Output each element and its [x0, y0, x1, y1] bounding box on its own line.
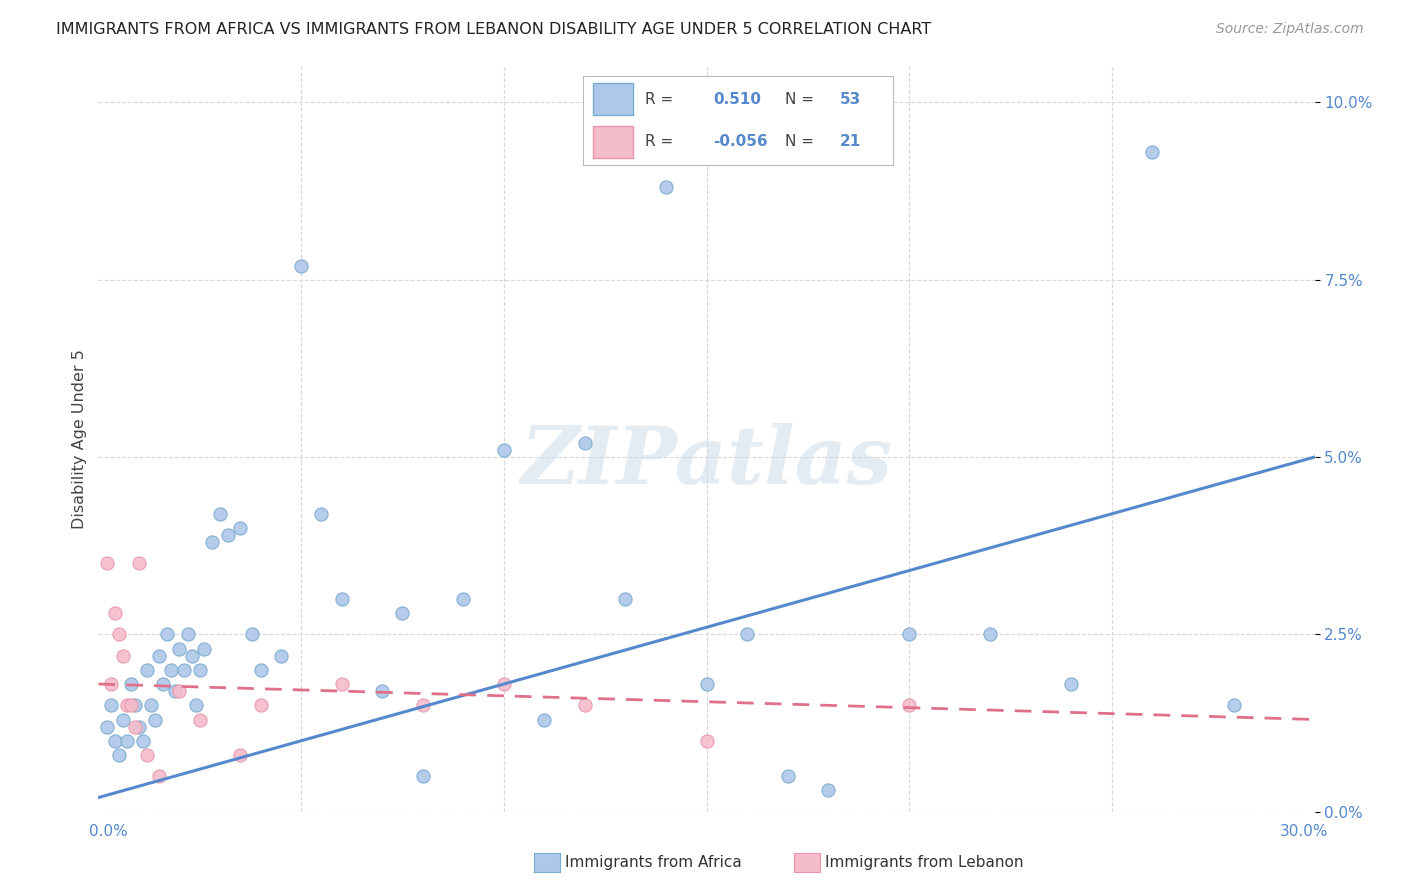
Point	[249, 663, 271, 677]
Text: Source: ZipAtlas.com: Source: ZipAtlas.com	[1216, 22, 1364, 37]
Point	[898, 627, 921, 641]
Point	[120, 677, 142, 691]
Point	[111, 648, 134, 663]
Text: N =: N =	[785, 135, 814, 149]
Point	[128, 720, 150, 734]
Text: N =: N =	[785, 92, 814, 106]
Point	[574, 435, 596, 450]
Text: Immigrants from Lebanon: Immigrants from Lebanon	[825, 855, 1024, 870]
Point	[136, 663, 159, 677]
Point	[180, 648, 202, 663]
Point	[156, 627, 179, 641]
Point	[100, 698, 122, 713]
Point	[104, 606, 127, 620]
Point	[143, 713, 166, 727]
Point	[391, 606, 413, 620]
Point	[1142, 145, 1164, 159]
Point	[249, 698, 271, 713]
Point	[128, 557, 150, 571]
Text: ZIPatlas: ZIPatlas	[520, 423, 893, 500]
Point	[242, 627, 264, 641]
Point	[311, 507, 333, 521]
Point	[124, 698, 146, 713]
Point	[107, 747, 129, 762]
Text: -0.056: -0.056	[713, 135, 768, 149]
Point	[148, 769, 170, 783]
Point	[533, 713, 555, 727]
Point	[614, 591, 637, 606]
Point	[492, 677, 515, 691]
Y-axis label: Disability Age Under 5: Disability Age Under 5	[72, 350, 87, 529]
Text: 21: 21	[841, 135, 862, 149]
Point	[330, 591, 353, 606]
Point	[776, 769, 799, 783]
Point	[115, 733, 138, 747]
Point	[136, 747, 159, 762]
Point	[107, 627, 129, 641]
FancyBboxPatch shape	[593, 83, 633, 115]
Text: R =: R =	[645, 135, 673, 149]
Point	[165, 684, 187, 698]
Point	[453, 591, 475, 606]
Text: Immigrants from Africa: Immigrants from Africa	[565, 855, 742, 870]
Point	[371, 684, 394, 698]
Point	[979, 627, 1001, 641]
Point	[184, 698, 207, 713]
Point	[1222, 698, 1244, 713]
Point	[115, 698, 138, 713]
Point	[139, 698, 162, 713]
Point	[173, 663, 195, 677]
Point	[148, 648, 170, 663]
Point	[152, 677, 174, 691]
Point	[169, 684, 191, 698]
Text: 30.0%: 30.0%	[1281, 824, 1329, 838]
Point	[217, 528, 239, 542]
Point	[898, 698, 921, 713]
Point	[1060, 677, 1083, 691]
Text: 0.0%: 0.0%	[89, 824, 128, 838]
Point	[330, 677, 353, 691]
Point	[111, 713, 134, 727]
Point	[169, 641, 191, 656]
Point	[574, 698, 596, 713]
Point	[104, 733, 127, 747]
Point	[412, 769, 434, 783]
Point	[229, 747, 252, 762]
Point	[188, 663, 211, 677]
Text: 0.510: 0.510	[713, 92, 762, 106]
Point	[120, 698, 142, 713]
FancyBboxPatch shape	[593, 126, 633, 158]
Point	[817, 783, 839, 797]
Point	[96, 720, 118, 734]
Point	[160, 663, 183, 677]
Point	[96, 557, 118, 571]
Point	[412, 698, 434, 713]
Text: R =: R =	[645, 92, 673, 106]
Point	[100, 677, 122, 691]
Point	[655, 180, 678, 194]
Point	[696, 733, 718, 747]
Point	[290, 259, 312, 273]
Point	[132, 733, 155, 747]
Point	[209, 507, 232, 521]
Point	[696, 677, 718, 691]
Point	[188, 713, 211, 727]
Text: IMMIGRANTS FROM AFRICA VS IMMIGRANTS FROM LEBANON DISABILITY AGE UNDER 5 CORRELA: IMMIGRANTS FROM AFRICA VS IMMIGRANTS FRO…	[56, 22, 932, 37]
Point	[492, 442, 515, 457]
Point	[229, 521, 252, 535]
Point	[124, 720, 146, 734]
Point	[176, 627, 198, 641]
Point	[270, 648, 292, 663]
Point	[735, 627, 758, 641]
Point	[201, 535, 224, 549]
Text: 53: 53	[841, 92, 862, 106]
Point	[193, 641, 215, 656]
